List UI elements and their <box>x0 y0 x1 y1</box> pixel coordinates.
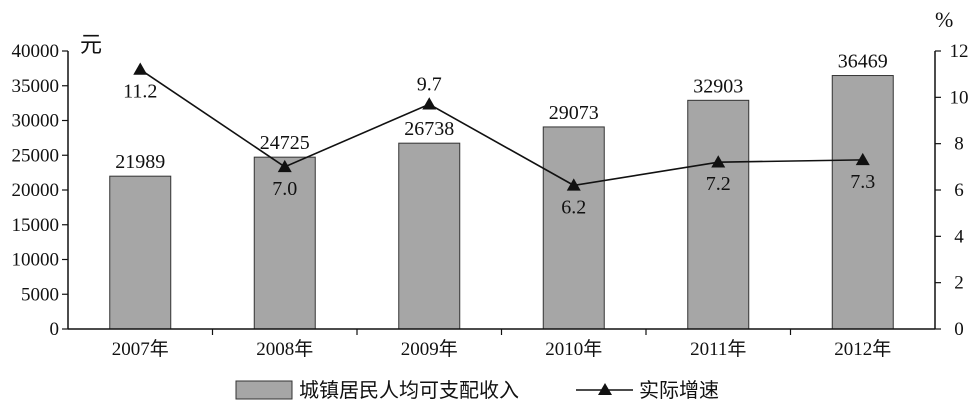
legend: 城镇居民人均可支配收入 实际增速 <box>235 379 719 402</box>
right-axis-unit: % <box>935 7 953 32</box>
growth-point-label: 7.0 <box>272 178 297 200</box>
income-bar-label: 32903 <box>693 75 743 97</box>
left-tick-label: 15000 <box>12 215 60 236</box>
x-tick-label: 2011年 <box>690 338 746 360</box>
x-tick-label: 2009年 <box>401 338 458 360</box>
income-bar-label: 36469 <box>838 51 888 73</box>
growth-point-label: 6.2 <box>561 196 586 218</box>
bars-layer <box>109 75 894 330</box>
legend-triangle-marker-icon <box>598 383 612 395</box>
income-bar-label: 29073 <box>549 102 599 124</box>
x-tick-label: 2010年 <box>545 338 602 360</box>
left-tick-label: 25000 <box>12 145 60 166</box>
income-bar-label: 21989 <box>115 151 165 173</box>
growth-line-layer <box>133 62 870 191</box>
left-tick-label: 10000 <box>12 250 60 271</box>
ticks-layer: 0 5000 10000 15000 20000 25000 30000 35000 40000… <box>12 41 969 360</box>
right-tick-label: 10 <box>950 87 969 108</box>
left-tick-label: 5000 <box>21 284 59 305</box>
x-tick-label: 2007年 <box>112 338 169 360</box>
income-bar <box>687 99 750 330</box>
growth-line <box>139 68 863 187</box>
income-bar-label: 26738 <box>404 118 454 140</box>
right-tick-label: 0 <box>954 319 964 340</box>
legend-bar-label: 城镇居民人均可支配收入 <box>299 379 519 402</box>
growth-point-marker <box>711 155 726 168</box>
right-tick-label: 8 <box>954 134 964 155</box>
x-tick-label: 2012年 <box>834 338 891 360</box>
growth-point-label: 11.2 <box>123 81 157 103</box>
income-bar <box>253 156 316 330</box>
growth-point-marker <box>566 178 581 191</box>
income-bar <box>542 126 605 330</box>
left-tick-label: 20000 <box>12 180 60 201</box>
income-bar <box>831 75 894 330</box>
right-tick-label: 4 <box>954 226 964 247</box>
x-tick-label: 2008年 <box>256 338 313 360</box>
growth-point-marker <box>277 159 292 173</box>
left-tick-label: 0 <box>50 319 60 340</box>
left-tick-label: 30000 <box>12 111 60 132</box>
right-tick-label: 6 <box>954 180 964 201</box>
legend-line-label: 实际增速 <box>639 379 719 402</box>
data-labels-layer: 21989 24725 26738 29073 32903 36469 11.2 7.0 9.7… <box>115 51 888 219</box>
growth-point-marker <box>133 62 148 75</box>
growth-point-label: 9.7 <box>417 73 442 95</box>
axes-layer: 元 % <box>67 7 953 330</box>
growth-point-marker <box>855 152 870 166</box>
right-tick-label: 12 <box>950 41 969 62</box>
income-bar-label: 24725 <box>260 132 310 154</box>
income-bar <box>109 175 172 330</box>
left-tick-label: 35000 <box>12 76 60 97</box>
legend-bar-swatch <box>235 380 293 400</box>
growth-point-label: 7.3 <box>850 171 875 193</box>
growth-point-marker <box>422 97 437 110</box>
income-bar <box>398 142 461 330</box>
right-tick-label: 2 <box>954 273 964 294</box>
left-axis-unit: 元 <box>80 32 102 57</box>
left-tick-label: 40000 <box>12 41 60 62</box>
growth-point-label: 7.2 <box>706 173 731 195</box>
